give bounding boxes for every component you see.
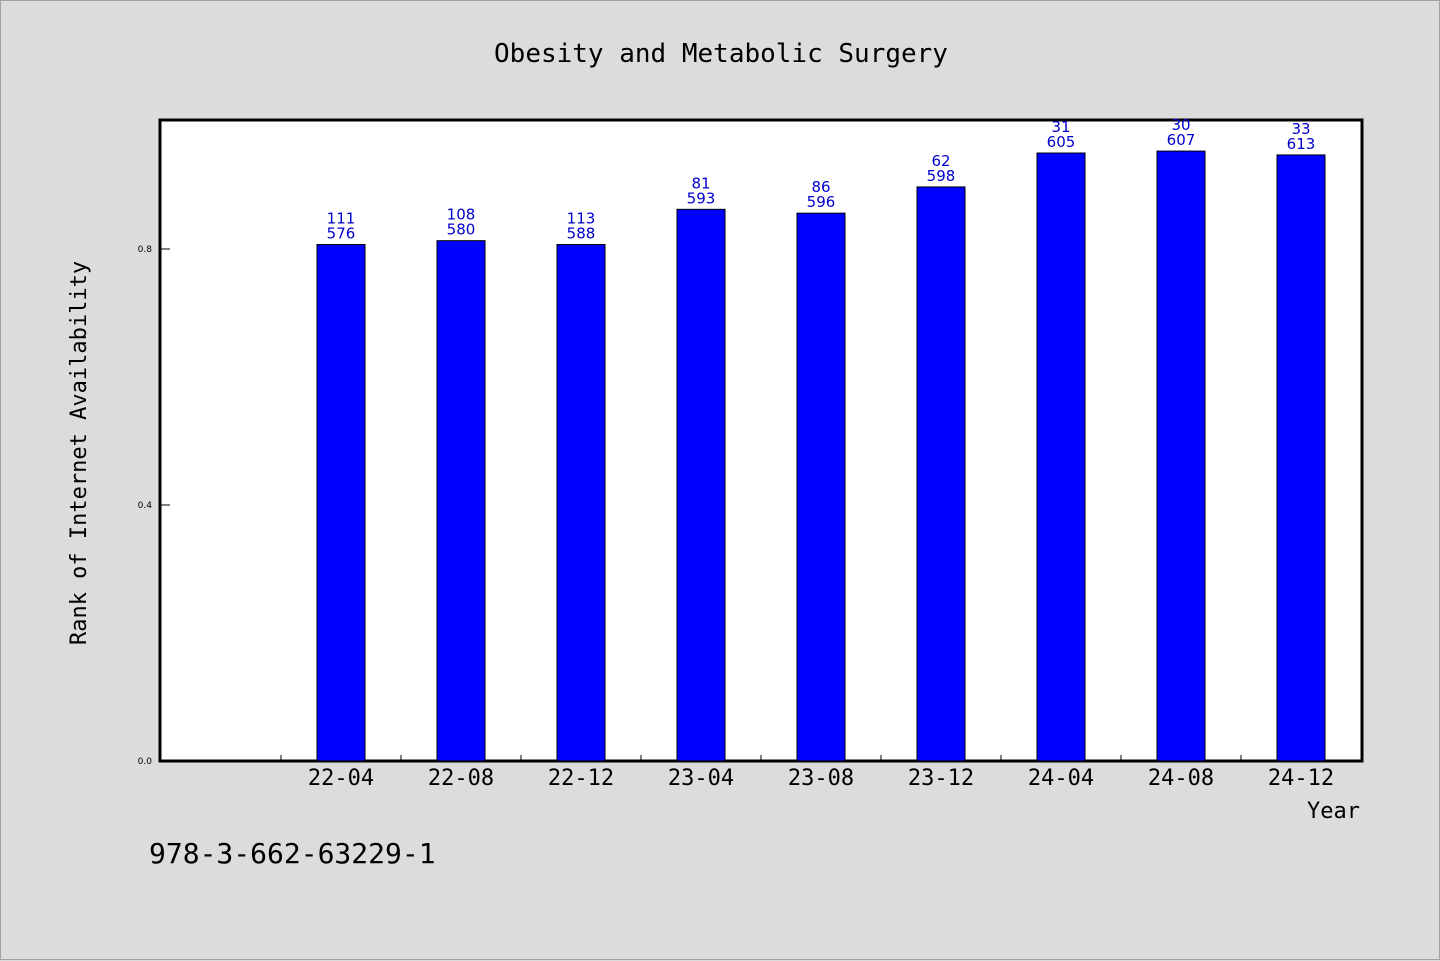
bar-label-bottom: 605: [1047, 133, 1076, 151]
x-axis-ticks: 22-04 22-08 22-12 23-04 23-08 23-12 24-04 24-08…: [280, 755, 1362, 791]
bar-label-top: 81: [691, 174, 710, 192]
bar-label-top: 62: [931, 152, 950, 170]
x-tick-label: 22-08: [428, 766, 494, 791]
x-tick-label: 24-12: [1268, 766, 1334, 791]
bar-label-top: 111: [327, 210, 356, 228]
y-tick-label: 0.4: [138, 501, 153, 511]
bar-label-bottom: 576: [327, 225, 356, 243]
bar-label-top: 30: [1171, 116, 1190, 134]
bar-label-top: 108: [447, 206, 476, 224]
bar-label-top: 86: [811, 178, 830, 196]
x-axis-title: Year: [1307, 799, 1360, 824]
x-tick-label: 23-12: [908, 766, 974, 791]
bar-label-top: 113: [567, 210, 596, 228]
chart-title: Obesity and Metabolic Surgery: [494, 39, 948, 69]
bar-label-bottom: 607: [1167, 131, 1196, 149]
bar-label-bottom: 613: [1287, 135, 1316, 153]
y-tick-label: 0.0: [138, 757, 153, 767]
bar: [556, 244, 606, 762]
bar: [796, 212, 846, 762]
bar: [1036, 152, 1086, 762]
bar: [1156, 150, 1206, 762]
y-tick-label: 0.8: [138, 245, 153, 255]
bar: [916, 186, 966, 762]
bar-label-bottom: 593: [687, 189, 716, 207]
bar-label-top: 31: [1051, 118, 1070, 136]
bar-label-bottom: 598: [927, 167, 956, 185]
x-tick-label: 23-08: [788, 766, 854, 791]
x-tick-label: 24-04: [1028, 766, 1094, 791]
x-tick-label: 22-12: [548, 766, 614, 791]
bar: [316, 244, 366, 762]
bar-label-bottom: 596: [807, 193, 836, 211]
bar-label-bottom: 588: [567, 225, 596, 243]
x-tick-label: 22-04: [308, 766, 374, 791]
isbn-footer: 978-3-662-63229-1: [149, 837, 436, 870]
bar-label-bottom: 580: [447, 221, 476, 239]
x-tick-label: 24-08: [1148, 766, 1214, 791]
bar: [1276, 154, 1326, 762]
y-axis-title: Rank of Internet Availability: [67, 261, 92, 645]
bars: [316, 150, 1326, 762]
y-axis-ticks: 0.0 0.4 0.8: [138, 245, 170, 767]
bar: [676, 208, 726, 762]
bar: [436, 240, 486, 762]
bar-label-top: 33: [1291, 120, 1310, 138]
x-tick-label: 23-04: [668, 766, 734, 791]
